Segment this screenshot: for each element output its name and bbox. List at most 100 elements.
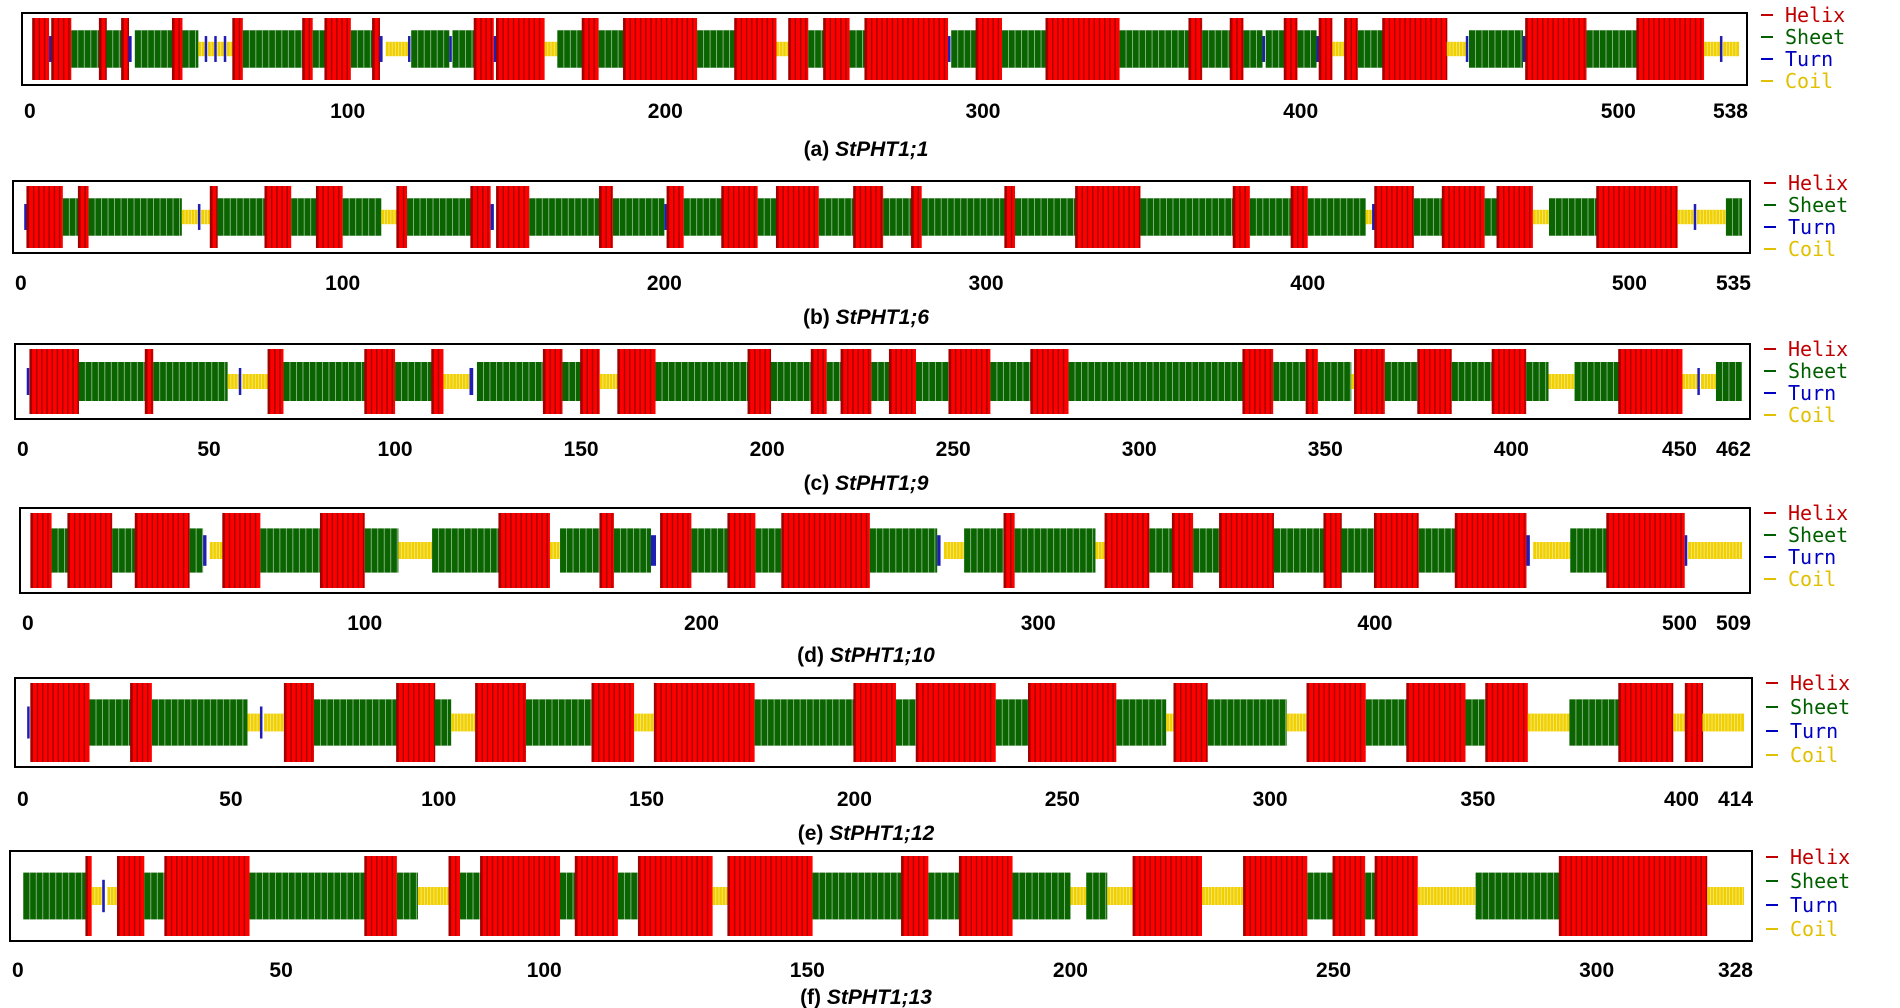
sheet-block — [23, 872, 87, 920]
sheet-block — [260, 528, 321, 573]
sheet-segment — [134, 30, 173, 68]
coil-segment — [242, 374, 269, 389]
sheet-segment — [395, 362, 433, 401]
helix-segment — [480, 856, 561, 936]
sheet-segment — [1451, 362, 1493, 401]
helix-block — [1526, 18, 1587, 80]
sheet-segment — [1265, 30, 1285, 68]
helix-segment — [77, 186, 89, 248]
sheet-block — [1317, 362, 1352, 401]
sheet-block — [144, 872, 166, 920]
sheet-block — [1149, 528, 1173, 573]
sheet-block — [249, 872, 366, 920]
helix-segment — [98, 18, 107, 80]
sheet-segment — [88, 198, 182, 236]
sheet-segment — [144, 872, 166, 920]
helix-segment — [144, 349, 154, 414]
sheet-block — [1140, 198, 1234, 236]
legend-item-coil: Coil — [1764, 567, 1836, 591]
turn-block — [1465, 36, 1469, 62]
sheet-segment — [995, 699, 1029, 746]
tick-label: 0 — [22, 612, 34, 635]
tick-label: 0 — [12, 959, 24, 982]
helix-segment — [496, 186, 530, 248]
sheet-block — [1526, 362, 1549, 401]
sheet-block — [1002, 30, 1047, 68]
helix-block — [789, 18, 809, 80]
coil-block — [1682, 374, 1698, 389]
turn-block — [203, 535, 207, 566]
legend-item-sheet: Sheet — [1766, 695, 1850, 719]
coil-segment — [226, 41, 234, 57]
sheet-segment — [1475, 872, 1560, 920]
sheet-segment — [1193, 528, 1221, 573]
helix-segment — [1171, 513, 1194, 588]
turn-block — [948, 36, 951, 62]
sheet-block — [106, 30, 123, 68]
helix-segment — [1618, 683, 1674, 762]
sheet-block — [1341, 528, 1375, 573]
helix-segment — [734, 18, 777, 80]
helix-segment — [1173, 683, 1208, 762]
helix-segment — [1441, 186, 1485, 248]
sheet-block — [1307, 198, 1366, 236]
coil-segment — [1723, 41, 1739, 57]
sheet-segment — [283, 362, 366, 401]
legend-item-coil: Coil — [1764, 403, 1836, 427]
sheet-segment — [1014, 198, 1077, 236]
turn-block — [27, 706, 30, 739]
turn-segment — [469, 368, 474, 395]
helix-segment — [727, 513, 756, 588]
x-axis-ticks: 0 100 200 300 400 500 538 — [24, 100, 1748, 123]
coil-segment — [264, 713, 285, 732]
sheet-segment — [364, 528, 399, 573]
coil-segment — [209, 542, 224, 559]
sheet-block — [1086, 872, 1108, 920]
helix-segment — [1525, 18, 1587, 80]
turn-segment — [26, 368, 30, 395]
legend-label: Turn — [1785, 47, 1833, 71]
helix-segment — [581, 18, 599, 80]
caption-gene: StPHT1;6 — [836, 306, 930, 329]
turn-block — [650, 535, 657, 566]
legend-label: Turn — [1788, 215, 1836, 239]
helix-segment — [1243, 856, 1308, 936]
turn-block — [408, 36, 411, 62]
helix-segment — [747, 349, 772, 414]
legend-label: Sheet — [1788, 193, 1848, 217]
helix-segment — [975, 18, 1003, 80]
sheet-block — [529, 198, 601, 236]
sheet-segment — [869, 528, 938, 573]
coil-block — [1702, 713, 1744, 732]
sheet-block — [1468, 30, 1523, 68]
sheet-block — [88, 198, 182, 236]
sheet-block — [460, 872, 482, 920]
sheet-segment — [697, 30, 736, 68]
coil-block — [385, 41, 409, 57]
x-axis-ticks: 0 100 200 300 400 500 535 — [15, 272, 1751, 295]
turn-segment — [27, 706, 30, 739]
helix-segment — [1242, 349, 1274, 414]
sheet-segment — [1116, 699, 1167, 746]
tick-label: 400 — [1664, 788, 1699, 811]
helix-block — [449, 856, 461, 936]
coil-block — [1688, 542, 1742, 559]
legend-item-coil: Coil — [1766, 743, 1838, 767]
sheet-block — [617, 872, 639, 920]
turn-segment — [1697, 368, 1700, 395]
sheet-segment — [951, 30, 977, 68]
helix-block — [854, 683, 896, 762]
sheet-segment — [182, 30, 199, 68]
sheet-segment — [871, 362, 890, 401]
helix-segment — [1332, 856, 1366, 936]
helix-segment — [1004, 186, 1015, 248]
sheet-segment — [411, 30, 450, 68]
legend-item-coil: Coil — [1764, 237, 1836, 261]
helix-block — [52, 18, 72, 80]
helix-segment — [209, 186, 218, 248]
sheet-block — [1548, 198, 1598, 236]
sheet-block — [395, 362, 433, 401]
tick-label: 300 — [1253, 788, 1288, 811]
sheet-block — [432, 528, 500, 573]
turn-segment — [449, 36, 452, 62]
